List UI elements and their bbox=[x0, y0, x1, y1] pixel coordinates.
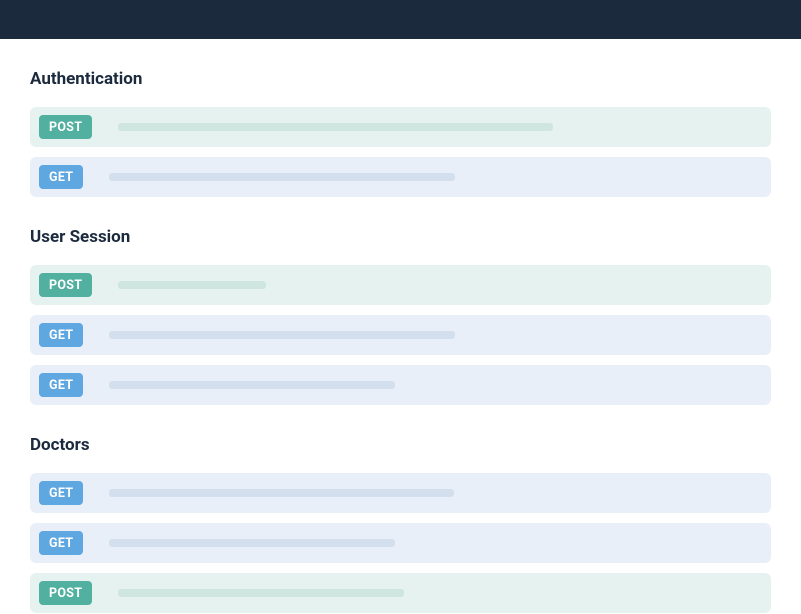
endpoint-row[interactable]: POST bbox=[30, 265, 771, 305]
endpoint-placeholder bbox=[109, 381, 395, 389]
method-badge-post: POST bbox=[39, 581, 92, 605]
endpoint-row[interactable]: POST bbox=[30, 107, 771, 147]
section-doctors: Doctors GET GET POST bbox=[30, 435, 771, 613]
endpoint-placeholder bbox=[118, 123, 553, 131]
method-badge-post: POST bbox=[39, 273, 92, 297]
endpoint-placeholder bbox=[118, 589, 404, 597]
endpoint-row[interactable]: GET bbox=[30, 157, 771, 197]
endpoint-placeholder bbox=[109, 539, 395, 547]
section-user-session: User Session POST GET GET bbox=[30, 227, 771, 405]
endpoint-row[interactable]: GET bbox=[30, 315, 771, 355]
method-badge-get: GET bbox=[39, 531, 83, 555]
endpoint-row[interactable]: POST bbox=[30, 573, 771, 613]
endpoint-placeholder bbox=[109, 173, 455, 181]
section-authentication: Authentication POST GET bbox=[30, 69, 771, 197]
top-header-bar bbox=[0, 0, 801, 39]
endpoint-row[interactable]: GET bbox=[30, 365, 771, 405]
endpoint-row[interactable]: GET bbox=[30, 473, 771, 513]
content-area: Authentication POST GET User Session POS… bbox=[0, 69, 801, 613]
endpoint-row[interactable]: GET bbox=[30, 523, 771, 563]
method-badge-post: POST bbox=[39, 115, 92, 139]
section-title-user-session: User Session bbox=[30, 227, 771, 247]
method-badge-get: GET bbox=[39, 373, 83, 397]
method-badge-get: GET bbox=[39, 165, 83, 189]
endpoint-placeholder bbox=[118, 281, 266, 289]
method-badge-get: GET bbox=[39, 323, 83, 347]
section-title-authentication: Authentication bbox=[30, 69, 771, 89]
endpoint-placeholder bbox=[109, 489, 454, 497]
section-title-doctors: Doctors bbox=[30, 435, 771, 455]
endpoint-placeholder bbox=[109, 331, 455, 339]
method-badge-get: GET bbox=[39, 481, 83, 505]
